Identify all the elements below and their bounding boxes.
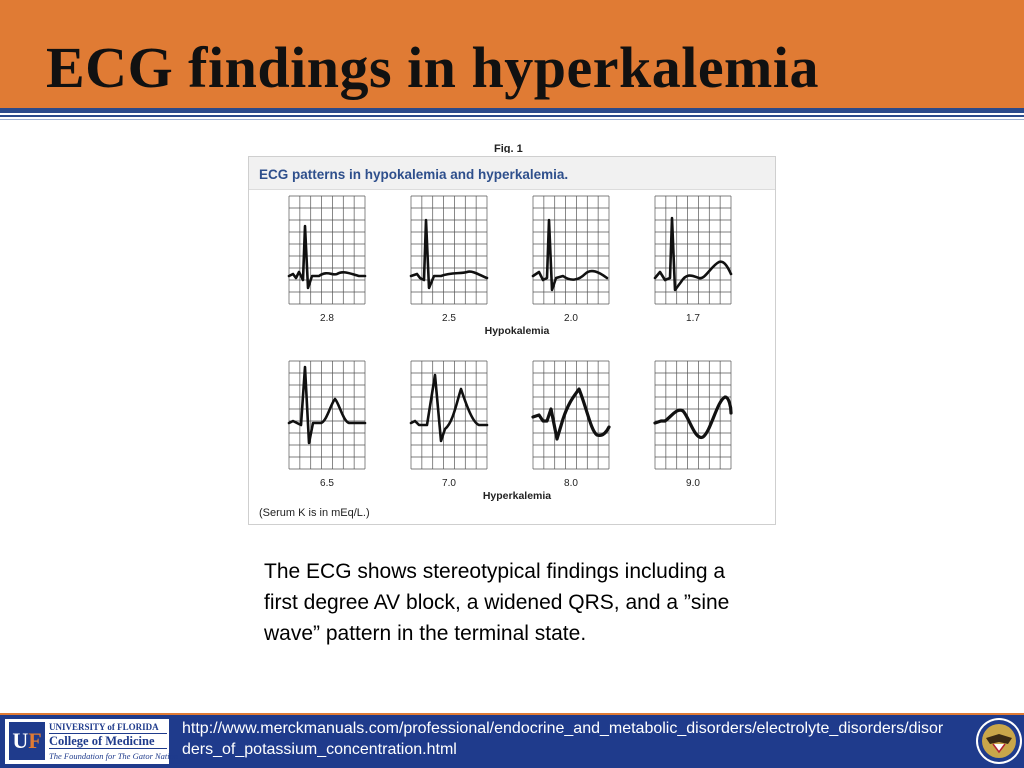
uf-university-name: UNIVERSITY of FLORIDA [49, 722, 159, 732]
serum-k-value: 2.8 [320, 313, 334, 324]
slide-header: ECG findings in hyperkalemia [0, 0, 1024, 108]
ecg-panel: 9.0 [653, 360, 733, 489]
ecg-grid [532, 360, 610, 470]
group-label: Hyperkalemia [483, 490, 551, 502]
ecg-trace [653, 216, 733, 292]
uf-mark: UF [9, 722, 45, 760]
ecg-panel: 1.7 [653, 195, 733, 324]
serum-k-value: 6.5 [320, 478, 334, 489]
ecg-grid [410, 360, 488, 470]
ecg-panel: 7.0 [409, 360, 489, 489]
uf-tagline: The Foundation for The Gator Nation [49, 751, 179, 761]
header-rule-hairline [0, 119, 1024, 120]
ecg-trace [653, 395, 733, 439]
figure-note: (Serum K is in mEq/L.) [259, 507, 370, 519]
ecg-trace [409, 373, 489, 443]
header-rule-thin [0, 115, 1024, 117]
ecg-panel: 2.5 [409, 195, 489, 324]
ecg-panel: 6.5 [287, 360, 367, 489]
ecg-panel: 2.0 [531, 195, 610, 324]
serum-k-value: 8.0 [564, 478, 578, 489]
figure-label: Fig. 1 [494, 144, 523, 153]
uf-college-name: College of Medicine [49, 733, 167, 749]
figure-title: ECG patterns in hypokalemia and hyperkal… [259, 167, 569, 182]
group-label: Hypokalemia [485, 325, 550, 337]
ecg-trace [287, 365, 367, 445]
ecg-grid [532, 195, 610, 305]
serum-k-value: 9.0 [686, 478, 700, 489]
slide-footer: UF UNIVERSITY of FLORIDA College of Medi… [0, 715, 1024, 768]
serum-k-value: 2.5 [442, 313, 456, 324]
ecg-trace [287, 224, 367, 290]
source-url: http://www.merckmanuals.com/professional… [182, 720, 944, 758]
ecg-grid [654, 195, 732, 305]
ecg-grid [654, 360, 732, 470]
ecg-figure: ECG patterns in hypokalemia and hyperkal… [248, 156, 776, 525]
slide-title: ECG findings in hyperkalemia [46, 35, 819, 100]
uf-college-of-medicine-logo: UF UNIVERSITY of FLORIDA College of Medi… [5, 719, 179, 764]
ecg-panels: 2.8 2.5 2.0 1.7 Hypokalemia 6.5 7.0 8.0 9.0 Hyper… [287, 195, 733, 502]
header-rule [0, 108, 1024, 113]
slide-caption: The ECG shows stereotypical findings inc… [264, 560, 730, 645]
footer-rule [0, 713, 1024, 715]
uf-logo-text: UNIVERSITY of FLORIDA College of Medicin… [49, 722, 179, 761]
ecg-panel: 2.8 [287, 195, 367, 324]
serum-k-value: 2.0 [564, 313, 578, 324]
ecg-trace [531, 218, 609, 292]
figure-header: ECG patterns in hypokalemia and hyperkal… [249, 157, 775, 190]
serum-k-value: 7.0 [442, 478, 456, 489]
ecg-grid [410, 195, 488, 305]
ecg-grid [288, 195, 366, 305]
serum-k-value: 1.7 [686, 313, 700, 324]
va-seal-icon [976, 718, 1022, 764]
ecg-panel: 8.0 [531, 360, 611, 489]
ecg-trace [531, 387, 611, 441]
ecg-trace [409, 218, 489, 290]
